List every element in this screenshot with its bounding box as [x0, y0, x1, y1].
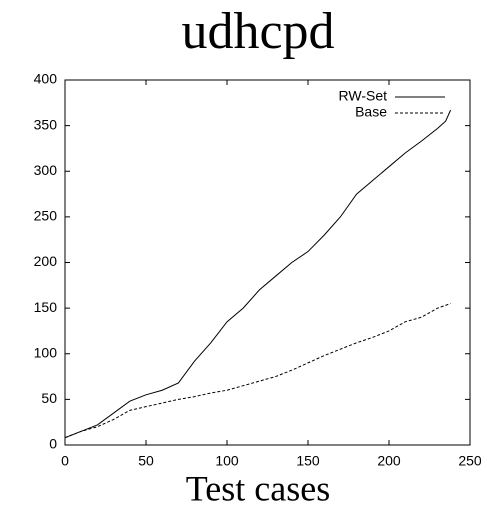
- legend-label: RW-Set: [339, 88, 388, 104]
- x-tick-label: 150: [296, 453, 320, 469]
- x-axis-label: Test cases: [186, 468, 330, 508]
- legend-label: Base: [355, 104, 387, 120]
- y-tick-label: 150: [34, 299, 58, 315]
- y-tick-label: 200: [34, 253, 58, 269]
- y-tick-label: 400: [34, 71, 58, 87]
- x-tick-label: 50: [138, 453, 154, 469]
- x-tick-label: 100: [215, 453, 239, 469]
- x-tick-label: 200: [377, 453, 401, 469]
- chart-title: udhcpd: [181, 3, 334, 60]
- y-tick-label: 350: [34, 116, 58, 132]
- x-tick-label: 250: [458, 453, 482, 469]
- y-tick-label: 0: [49, 436, 57, 452]
- y-tick-label: 100: [34, 344, 58, 360]
- x-tick-label: 0: [61, 453, 69, 469]
- line-series: [64, 303, 451, 439]
- y-tick-label: 250: [34, 208, 58, 224]
- plot-frame: [64, 79, 471, 446]
- y-tick-label: 50: [41, 390, 57, 406]
- line-series: [64, 109, 452, 439]
- y-tick-label: 300: [34, 162, 58, 178]
